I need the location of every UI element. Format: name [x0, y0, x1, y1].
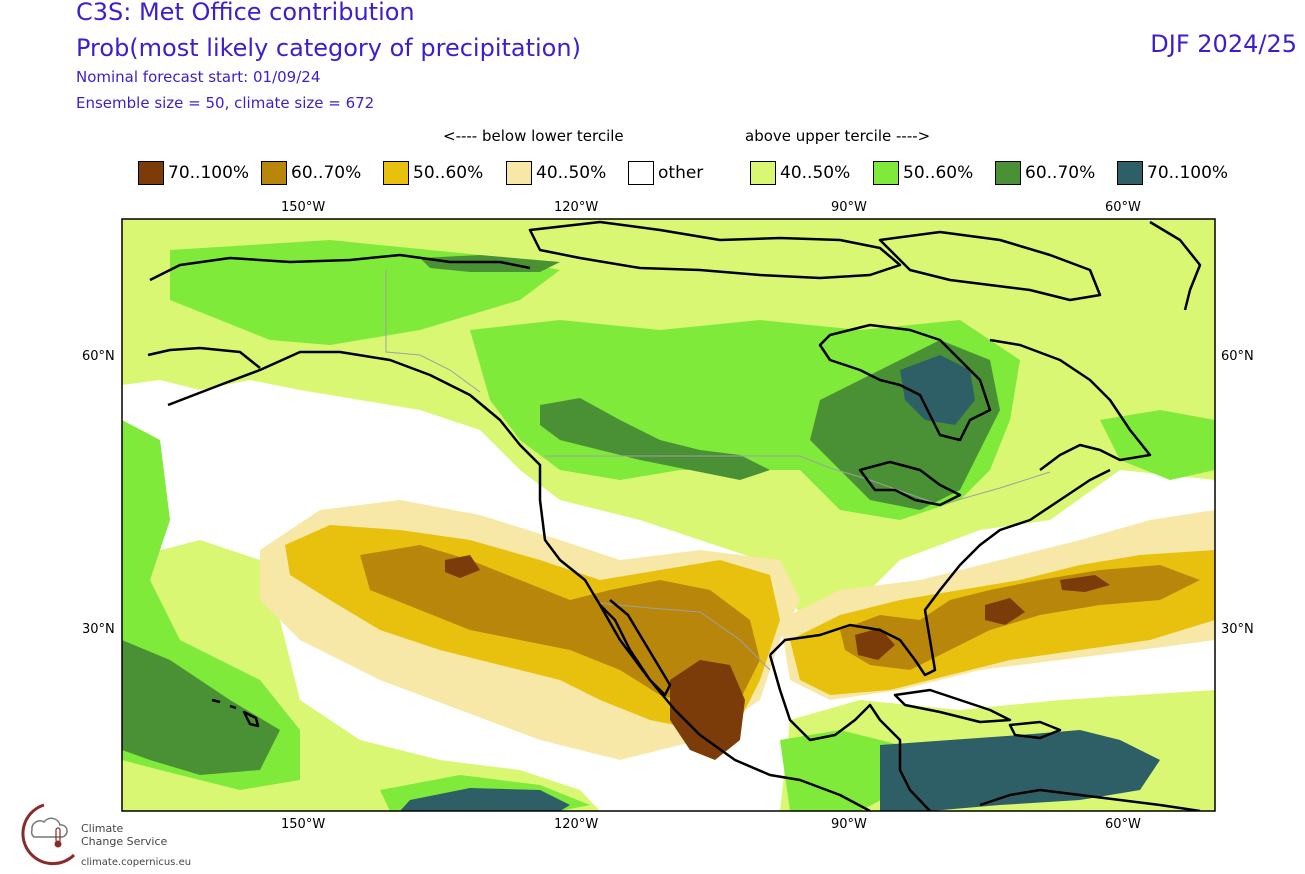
legend-label: 50..60% — [413, 163, 484, 183]
logo-text-line2: Change Service — [81, 835, 168, 848]
copernicus-logo: Climate Change Service climate.copernicu… — [14, 800, 204, 872]
region-below-70-100-gulf — [855, 628, 895, 660]
region-below-70-100-atl-east — [1060, 575, 1110, 592]
legend-swatch — [506, 161, 532, 185]
lon-tick-top-60w: 60°W — [1105, 200, 1141, 215]
coast-labrador — [989, 338, 1152, 471]
region-below-70-100-mexico — [670, 660, 745, 760]
climate-logo-icon — [21, 803, 76, 866]
legend-below-label: <---- below lower tercile — [443, 127, 624, 145]
legend-item-above-60-70: 60..70% — [995, 160, 1095, 186]
coastlines — [147, 220, 1202, 811]
legend-label: 40..50% — [780, 163, 851, 183]
coast-greenland-edge — [1149, 220, 1202, 311]
legend-item-below-70-100: 70..100% — [138, 160, 249, 186]
coast-south-america — [979, 788, 1201, 811]
legend-item-above-40-50: 40..50% — [750, 160, 850, 186]
lat-tick-left-30n: 30°N — [82, 622, 115, 637]
legend-item-above-70-100: 70..100% — [1117, 160, 1228, 186]
region-above-60-70-westpac — [122, 640, 280, 775]
legend-swatch — [138, 161, 164, 185]
legend-item-below-40-50: 40..50% — [506, 160, 606, 186]
lon-tick-bottom-90w: 90°W — [831, 817, 867, 832]
legend-label: 60..70% — [1025, 163, 1096, 183]
coast-gulf-of-mexico — [769, 468, 1111, 677]
region-above-70-100-pacific — [400, 788, 570, 811]
lat-tick-right-60n: 60°N — [1221, 349, 1254, 364]
region-below-70-100-atl — [985, 598, 1025, 625]
legend-swatch — [873, 161, 899, 185]
ensemble-size: Ensemble size = 50, climate size = 672 — [76, 94, 375, 112]
coast-cuba — [893, 688, 1012, 724]
legend-swatch — [1117, 161, 1143, 185]
map-subtitle: Prob(most likely category of precipitati… — [76, 34, 581, 62]
coast-hudson-bay — [818, 323, 992, 442]
legend-item-other: other — [628, 160, 703, 186]
lat-tick-right-30n: 30°N — [1221, 622, 1254, 637]
country-borders — [385, 270, 1051, 671]
region-above-70-100-hudson — [900, 355, 975, 425]
coast-pacific-north-america — [167, 350, 871, 811]
probability-field — [122, 219, 1215, 811]
border-us-canada — [545, 455, 1051, 506]
coast-aleutians — [147, 346, 261, 369]
coast-baja — [599, 599, 672, 697]
lon-tick-top-90w: 90°W — [831, 200, 867, 215]
coast-hispaniola — [1008, 720, 1062, 740]
logo-text-line1: Climate — [81, 822, 124, 835]
region-above-50-60-central-am — [780, 730, 900, 811]
logo-url: climate.copernicus.eu — [81, 857, 192, 868]
coast-arctic-islands-2 — [878, 230, 1102, 302]
border-us-mexico — [597, 602, 771, 671]
coast-great-lakes — [858, 460, 962, 507]
coast-hawaii — [211, 698, 260, 728]
lon-tick-bottom-60w: 60°W — [1105, 817, 1141, 832]
region-above-70-100-carib — [880, 730, 1160, 811]
coast-arctic-islands-1 — [528, 220, 902, 280]
legend-item-above-50-60: 50..60% — [873, 160, 973, 186]
legend-label: 70..100% — [168, 163, 250, 183]
border-alaska-canada — [385, 270, 481, 393]
legend-swatch — [995, 161, 1021, 185]
legend-label: 60..70% — [291, 163, 362, 183]
legend-label: 50..60% — [903, 163, 974, 183]
legend-swatch — [383, 161, 409, 185]
legend-item-below-50-60: 50..60% — [383, 160, 483, 186]
map-title: C3S: Met Office contribution — [76, 0, 415, 26]
coast-yucatan — [768, 654, 931, 811]
forecast-start: Nominal forecast start: 01/09/24 — [76, 68, 321, 86]
legend-label: 40..50% — [536, 163, 607, 183]
lon-tick-bottom-120w: 120°W — [554, 817, 599, 832]
season-label: DJF 2024/25 — [1150, 30, 1297, 58]
legend-swatch — [261, 161, 287, 185]
coast-arctic-alaska — [149, 253, 531, 282]
legend-swatch — [750, 161, 776, 185]
legend-label: 70..100% — [1147, 163, 1229, 183]
legend-item-below-60-70: 60..70% — [261, 160, 361, 186]
region-above-60-70-canada-west — [540, 398, 770, 480]
legend-label: other — [658, 163, 704, 183]
legend-above-label: above upper tercile ----> — [745, 127, 931, 145]
legend-swatch — [628, 161, 654, 185]
region-below-70-100-pacific — [445, 555, 480, 578]
lat-tick-left-60n: 60°N — [82, 349, 115, 364]
lon-tick-top-120w: 120°W — [554, 200, 599, 215]
map-frame — [121, 218, 1216, 812]
lon-tick-bottom-150w: 150°W — [281, 817, 326, 832]
lon-tick-top-150w: 150°W — [281, 200, 326, 215]
